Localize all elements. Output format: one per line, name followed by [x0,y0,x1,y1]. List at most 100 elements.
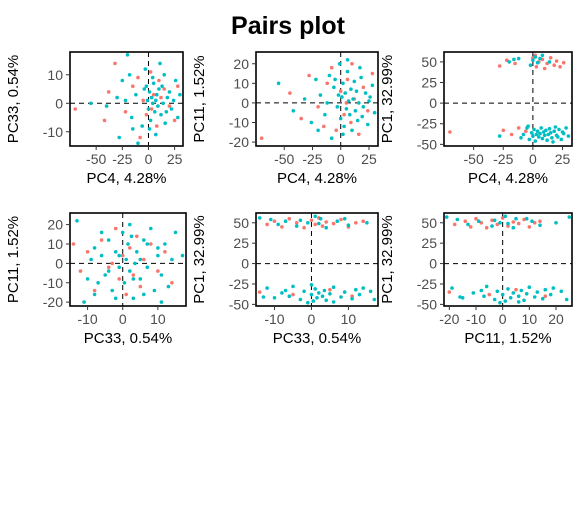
data-point [161,101,165,106]
data-point [92,246,97,250]
data-point [151,81,156,86]
data-point [350,296,354,301]
data-point [463,219,468,223]
y-axis-label: PC11, 1.52% [5,216,22,303]
data-point [167,104,172,108]
data-point [484,225,489,230]
data-point [335,105,340,109]
data-point [158,61,162,66]
data-point [361,286,366,290]
y-tick-label: 0 [55,255,63,271]
data-point [131,296,136,301]
x-tick-label: 0 [308,311,316,327]
data-point [92,292,97,297]
data-point [167,90,172,94]
data-point [354,221,358,225]
data-point [331,285,336,290]
data-point [131,277,136,281]
data-point [526,124,530,128]
data-point [150,101,155,106]
data-point [151,92,156,97]
data-point [126,242,130,246]
data-point [524,129,528,133]
x-tick-label: -50 [274,151,294,167]
y-tick-label: 20 [233,56,249,72]
data-point [490,218,494,223]
x-tick-label: 0 [499,311,507,327]
data-point [366,122,370,127]
panel-5: -10 0 10 -50 -25 0 25 50 PC33, 0.54% PC1, 32.99% [191,212,379,347]
data-point [558,65,562,69]
x-axis-label: PC33, 0.54% [273,330,361,347]
data-point [144,112,149,117]
data-point [138,277,143,281]
data-point [148,70,153,74]
data-point [331,300,336,304]
data-point [323,112,327,117]
y-tick-label: 10 [47,67,63,83]
data-point [106,238,111,242]
x-tick-label: -10 [77,311,97,327]
data-point [538,223,542,227]
y-tick-label: 50 [233,215,249,231]
data-point [162,87,166,91]
data-point [511,225,516,230]
data-point [516,294,521,299]
data-point [370,71,375,76]
data-point [141,98,145,103]
y-tick-label: 0 [429,95,437,111]
data-point [155,124,159,128]
data-point [345,69,350,74]
data-point [128,222,132,227]
data-point [272,296,277,300]
data-point [140,124,144,128]
y-tick-label: -50 [417,296,437,312]
data-point [145,98,150,103]
data-point [283,219,288,223]
data-point [288,91,292,95]
x-tick-label: 20 [548,311,564,327]
data-point [564,297,569,302]
data-point [557,127,561,132]
data-point [291,292,295,297]
data-point [85,277,90,281]
data-point [340,95,344,99]
data-point [466,222,470,227]
data-point [537,135,541,139]
x-tick-label: 0 [119,311,127,327]
y-tick-label: -50 [229,296,249,312]
data-point [341,132,345,137]
data-point [314,77,318,82]
data-point [327,73,332,78]
data-point [173,230,178,235]
y-tick-label: -20 [229,134,249,150]
data-point [302,225,306,230]
data-point [291,109,296,113]
data-point [307,73,311,78]
data-point [117,253,121,258]
data-point [487,292,492,297]
data-point [551,140,555,144]
data-point [131,273,136,277]
x-axis-label: PC4, 4.28% [277,170,357,187]
data-point [99,238,104,242]
data-point [354,89,359,93]
panel-frame [443,212,573,307]
data-point [527,285,532,290]
data-point [306,221,310,225]
x-tick-label: -25 [493,151,513,167]
data-point [148,118,153,123]
data-point [156,104,160,108]
data-point [521,132,526,137]
data-point [324,220,329,224]
data-point [468,225,473,229]
y-tick-label: -50 [417,136,437,152]
y-tick-label: -20 [43,294,63,310]
data-point [153,110,157,114]
data-point [452,222,457,227]
data-point [172,118,177,123]
y-tick-label: 50 [421,215,437,231]
data-point [497,64,502,68]
data-point [145,265,150,270]
data-point [309,120,314,125]
